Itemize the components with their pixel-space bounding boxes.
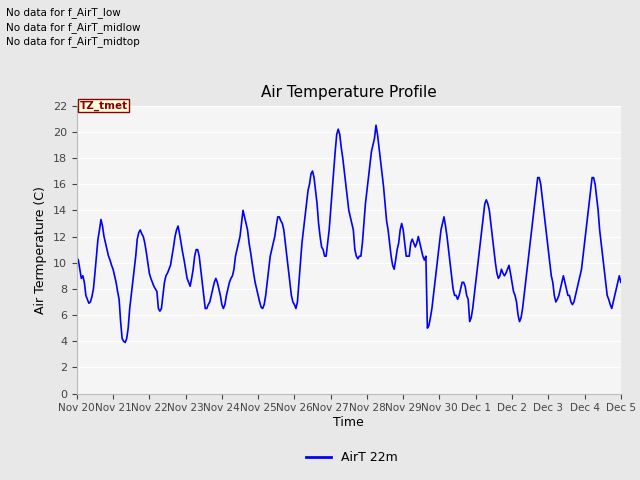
Y-axis label: Air Termperature (C): Air Termperature (C) (35, 186, 47, 313)
Title: Air Temperature Profile: Air Temperature Profile (261, 85, 436, 100)
Text: No data for f_AirT_midlow: No data for f_AirT_midlow (6, 22, 141, 33)
Text: TZ_tmet: TZ_tmet (79, 100, 128, 111)
Text: No data for f_AirT_midtop: No data for f_AirT_midtop (6, 36, 140, 47)
Legend: AirT 22m: AirT 22m (301, 446, 403, 469)
X-axis label: Time: Time (333, 416, 364, 429)
Text: No data for f_AirT_low: No data for f_AirT_low (6, 7, 121, 18)
